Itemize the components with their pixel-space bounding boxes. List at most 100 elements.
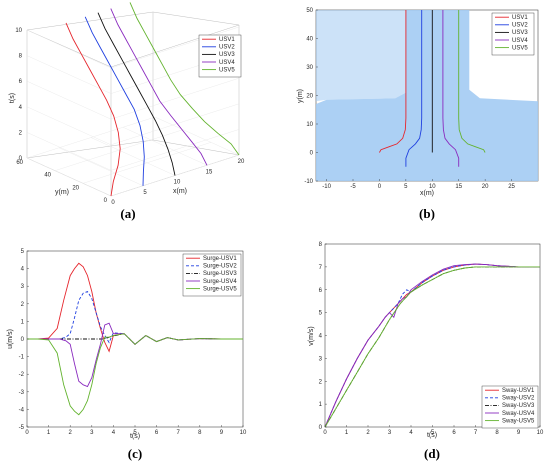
y-tick-label: 20 bbox=[306, 94, 313, 100]
grid-line bbox=[26, 26, 240, 69]
series-line bbox=[379, 10, 407, 153]
panel-d-ticks: 0 1 2 3 4 5 6 7 8 9 10 0 1 2 3 4 5 6 7 8 bbox=[319, 242, 544, 436]
grid-line bbox=[154, 116, 240, 156]
legend-label: USV4 bbox=[219, 60, 235, 66]
y-tick-label: 0 bbox=[104, 198, 108, 204]
x-tick-label: 9 bbox=[517, 430, 521, 436]
y-tick-label: 1 bbox=[21, 319, 25, 325]
y-tick-label: 5 bbox=[21, 249, 25, 255]
x-tick-label: 7 bbox=[474, 430, 478, 436]
y-tick-label: 20 bbox=[72, 185, 79, 191]
x-tick-label: 3 bbox=[90, 430, 94, 436]
panel-c-ticks: 0 1 2 3 4 5 6 7 8 9 10 -5 -4 -3 -2 -1 0 1 2 3 4 5 bbox=[19, 249, 247, 436]
series-line bbox=[110, 8, 208, 166]
panel-b-ylabel: y(m) bbox=[297, 89, 304, 103]
panel-a-xlabel: x(m) bbox=[173, 188, 187, 195]
x-tick-label: 8 bbox=[495, 430, 499, 436]
x-tick-label: 3 bbox=[388, 430, 392, 436]
panel-a-ylabel: y(m) bbox=[55, 189, 69, 196]
legend-label: USV5 bbox=[512, 45, 528, 51]
y-tick-label: 0 bbox=[21, 337, 25, 343]
series-line bbox=[129, 2, 240, 156]
series-line bbox=[405, 10, 423, 167]
y-tick-label: 40 bbox=[306, 37, 313, 43]
y-tick-label: 4 bbox=[21, 267, 25, 273]
y-tick-label: 3 bbox=[21, 284, 25, 290]
y-tick-label: 5 bbox=[319, 311, 323, 317]
y-tick-label: 4 bbox=[319, 334, 323, 340]
y-tick-label: 8 bbox=[319, 242, 323, 248]
caption-a: (a) bbox=[120, 206, 135, 221]
x-tick-label: 2 bbox=[69, 430, 73, 436]
panel-c-ylabel: u(m/s) bbox=[7, 329, 14, 349]
x-tick-label: 6 bbox=[155, 430, 159, 436]
y-tick-label: 40 bbox=[44, 173, 51, 179]
y-tick-label: -1 bbox=[19, 355, 25, 361]
grid-line bbox=[26, 116, 156, 159]
z-tick-label: 2 bbox=[19, 130, 23, 136]
x-tick-label: 10 bbox=[537, 430, 544, 436]
z-tick-label: 8 bbox=[19, 54, 23, 60]
x-tick-label: 25 bbox=[508, 184, 515, 190]
grid-line bbox=[122, 127, 208, 166]
panel-c-series bbox=[27, 262, 243, 416]
y-tick-label: -4 bbox=[19, 407, 25, 413]
panel-b-xlabel: x(m) bbox=[420, 190, 434, 197]
x-tick-label: 7 bbox=[177, 430, 181, 436]
grid-line bbox=[26, 52, 240, 94]
y-tick-label: 7 bbox=[319, 265, 323, 271]
series-line bbox=[97, 12, 176, 176]
y-tick-label: 10 bbox=[306, 122, 313, 128]
legend-label: USV3 bbox=[219, 52, 235, 58]
panel-b-ticks: -10 -5 0 5 10 15 20 25 -10 0 10 20 30 40 50 bbox=[304, 8, 515, 190]
y-tick-label: 2 bbox=[319, 379, 323, 385]
grid-line bbox=[58, 147, 144, 186]
legend-label: Surge-USV1 bbox=[203, 256, 237, 262]
x-tick-label: -5 bbox=[350, 184, 356, 190]
y-tick-label: -2 bbox=[19, 372, 25, 378]
panel-c: 0 1 2 3 4 5 6 7 8 9 10 -5 -4 -3 -2 -1 0 1 2 3 4 5 t(s) u(m/s)… bbox=[7, 249, 247, 440]
caption-c: (c) bbox=[128, 446, 142, 461]
x-tick-label: 4 bbox=[112, 430, 116, 436]
panel-c-xlabel: t(s) bbox=[130, 433, 140, 440]
z-tick-label: 6 bbox=[19, 79, 23, 85]
panel-a-series bbox=[65, 2, 240, 197]
legend-label: Sway-USV4 bbox=[502, 411, 535, 417]
caption-b: (b) bbox=[419, 206, 435, 221]
panel-d-xlabel: t(s) bbox=[427, 432, 437, 439]
x-tick-label: 5 bbox=[133, 430, 137, 436]
legend-label: Sway-USV3 bbox=[502, 403, 535, 409]
grid-line bbox=[82, 142, 212, 184]
series-line bbox=[324, 266, 540, 428]
grid-line bbox=[26, 103, 240, 146]
series-line bbox=[458, 10, 486, 153]
legend-label: USV3 bbox=[512, 30, 528, 36]
x-tick-label: 5 bbox=[143, 190, 147, 196]
legend-label: Sway-USV1 bbox=[502, 388, 535, 394]
x-tick-label: 15 bbox=[206, 169, 213, 175]
grid-line bbox=[54, 129, 184, 171]
legend-label: Surge-USV3 bbox=[203, 271, 237, 277]
panel-a-zlabel: t(s) bbox=[9, 93, 16, 103]
panel-b-water-region bbox=[316, 10, 538, 181]
legend-label: Surge-USV5 bbox=[203, 286, 237, 292]
legend-label: USV1 bbox=[512, 15, 528, 21]
x-tick-label: 10 bbox=[240, 430, 247, 436]
legend-label: Surge-USV2 bbox=[203, 264, 237, 270]
y-tick-label: 0 bbox=[319, 425, 323, 431]
x-tick-label: 0 bbox=[111, 200, 115, 206]
x-tick-label: 20 bbox=[482, 184, 489, 190]
legend-label: Sway-USV5 bbox=[502, 418, 535, 424]
y-tick-label: 50 bbox=[306, 8, 313, 14]
y-tick-label: -3 bbox=[19, 390, 25, 396]
x-tick-label: 5 bbox=[431, 430, 435, 436]
series-line bbox=[65, 22, 121, 197]
x-tick-label: 0 bbox=[25, 430, 29, 436]
x-tick-label: 8 bbox=[198, 430, 202, 436]
